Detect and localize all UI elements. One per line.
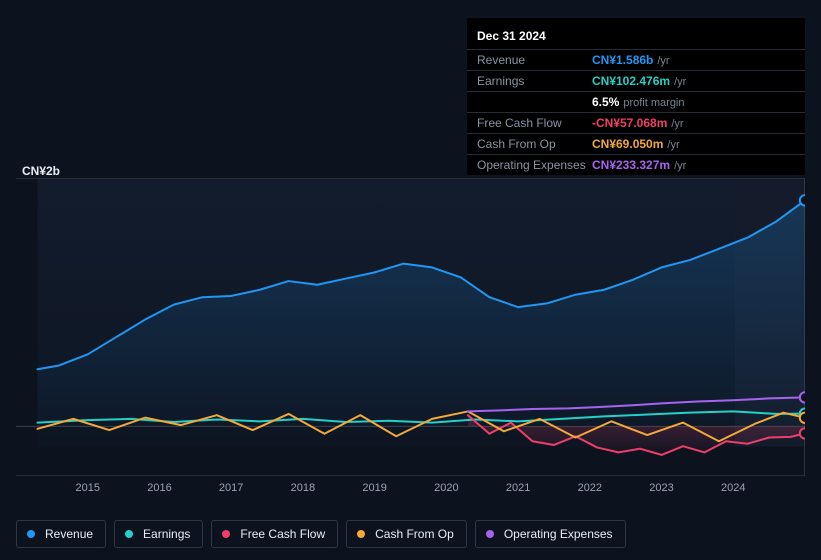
fcf-end-dot [800,428,805,438]
tooltip-row: Operating ExpensesCN¥233.327m/yr [467,154,805,175]
tooltip-date-title: Dec 31 2024 [467,25,805,49]
tooltip-row-label: Revenue [477,53,592,67]
tooltip-row-suffix: /yr [671,118,683,130]
tooltip-row-value: CN¥69.050m [592,137,663,151]
opex-end-dot [800,392,805,402]
tooltip-row: 6.5% profit margin [467,91,805,112]
tooltip-row-value: -CN¥57.068m [592,116,667,130]
opex-color-dot [486,530,494,538]
earnings-color-dot [125,530,133,538]
legend-label: Revenue [45,527,93,541]
cfo-color-dot [357,530,365,538]
tooltip-row-suffix: profit margin [623,97,684,109]
fcf-color-dot [222,530,230,538]
tooltip-row-value: CN¥1.586b [592,53,653,67]
tooltip-row-value: 6.5% [592,95,619,109]
x-axis-label: 2017 [219,482,243,494]
tooltip-row-label: Free Cash Flow [477,116,592,130]
legend-toggle-cfo[interactable]: Cash From Op [346,520,467,548]
chart-plot-area[interactable] [16,178,805,476]
legend-toggle-revenue[interactable]: Revenue [16,520,106,548]
tooltip-row: EarningsCN¥102.476m/yr [467,70,805,91]
legend-label: Operating Expenses [504,527,613,541]
x-axis-label: 2024 [721,482,745,494]
x-axis-label: 2023 [649,482,673,494]
tooltip-row-suffix: /yr [674,76,686,88]
legend-toggle-fcf[interactable]: Free Cash Flow [211,520,338,548]
revenue-color-dot [27,530,35,538]
tooltip-row-suffix: /yr [657,55,669,67]
cfo-end-dot [800,413,805,423]
revenue-end-dot [800,195,805,205]
tooltip-row-suffix: /yr [667,139,679,151]
tooltip-row: Free Cash Flow-CN¥57.068m/yr [467,112,805,133]
tooltip-row-value: CN¥233.327m [592,158,670,172]
x-axis-label: 2018 [291,482,315,494]
y-axis-label: CN¥2b [22,164,60,178]
tooltip-row-label: Cash From Op [477,137,592,151]
tooltip-row-label: Earnings [477,74,592,88]
x-axis-label: 2019 [362,482,386,494]
legend-label: Cash From Op [375,527,454,541]
legend-label: Free Cash Flow [240,527,325,541]
tooltip-row: RevenueCN¥1.586b/yr [467,49,805,70]
legend-toggle-earnings[interactable]: Earnings [114,520,203,548]
x-axis-label: 2021 [506,482,530,494]
x-axis-label: 2015 [75,482,99,494]
tooltip-row-value: CN¥102.476m [592,74,670,88]
x-axis-label: 2022 [578,482,602,494]
tooltip-row: Cash From OpCN¥69.050m/yr [467,133,805,154]
x-axis-label: 2020 [434,482,458,494]
hover-tooltip-panel: Dec 31 2024 RevenueCN¥1.586b/yrEarningsC… [467,18,805,175]
chart-legend: Revenue Earnings Free Cash Flow Cash From O… [16,520,626,548]
tooltip-row-label: Operating Expenses [477,158,592,172]
legend-toggle-opex[interactable]: Operating Expenses [475,520,626,548]
x-axis-label: 2016 [147,482,171,494]
x-axis-ticks: 2015 2016 2017 2018 2019 2020 2021 2022 2023 2024 [16,482,805,500]
tooltip-row-suffix: /yr [674,160,686,172]
legend-label: Earnings [143,527,190,541]
